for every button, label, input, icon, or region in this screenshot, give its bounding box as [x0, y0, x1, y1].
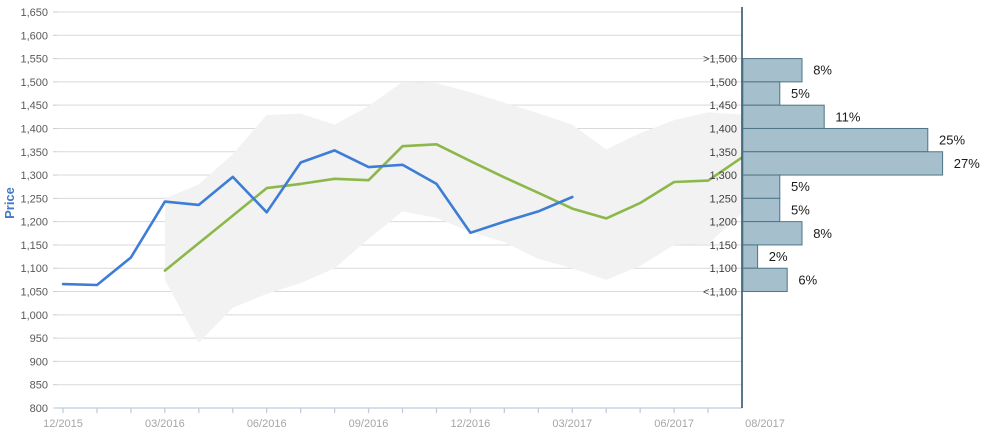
bin-edge-label: 1,450 [709, 100, 737, 112]
histogram-bar [742, 197, 781, 223]
y-tick-label: 1,250 [20, 193, 48, 205]
x-tick-label: 09/2016 [349, 418, 389, 430]
x-tick-label: 03/2016 [145, 418, 185, 430]
bin-edge-label: 1,300 [709, 170, 737, 182]
axis-layer: 1,650 1,600 1,550 1,500 1,450 1,400 1,350 1,300… [20, 7, 784, 430]
y-tick-label: 1,200 [20, 217, 48, 229]
histogram-pct-label: 8% [813, 226, 832, 241]
y-tick-label: 1,650 [20, 7, 48, 19]
histogram-pct-label: 5% [791, 86, 810, 101]
y-tick-label: 800 [30, 403, 48, 415]
histogram-bar [742, 127, 929, 153]
histogram-pct-label: 5% [791, 179, 810, 194]
bin-edge-label: 1,500 [709, 77, 737, 89]
bin-edge-label: <1,100 [703, 287, 737, 299]
confidence-band-layer [164, 81, 742, 343]
y-tick-label: 1,500 [20, 77, 48, 89]
y-tick-label: 1,050 [20, 287, 48, 299]
bin-edge-label: 1,150 [709, 240, 737, 252]
bin-edge-label: >1,500 [703, 54, 737, 66]
histogram-bar [742, 174, 781, 199]
projected-price-line [163, 143, 744, 272]
y-tick-label: 1,600 [20, 30, 48, 42]
x-end-label: 08/2017 [745, 418, 785, 430]
y-axis-title: Price [2, 187, 17, 219]
y-tick-label: 1,450 [20, 100, 48, 112]
histogram-bar [742, 58, 803, 83]
histogram-bar [742, 267, 788, 293]
bin-edge-label: 1,400 [709, 123, 737, 135]
histogram-bar [742, 151, 944, 176]
bin-edge-label: 1,200 [709, 217, 737, 229]
histogram-bar [742, 104, 825, 129]
x-tick-label: 06/2016 [247, 418, 287, 430]
x-tick-label: 06/2017 [654, 418, 694, 430]
historical-price-line [61, 149, 574, 287]
y-tick-label: 1,350 [20, 147, 48, 159]
histogram-bar [742, 244, 759, 269]
histogram-pct-label: 8% [813, 63, 832, 78]
series-layer [61, 143, 744, 287]
y-tick-label: 1,000 [20, 310, 48, 322]
histogram-layer: 8%5%11%25%27%5%5%8%2%6%>1,5001,5001,4501… [703, 7, 980, 408]
x-tick-label: 03/2017 [552, 418, 592, 430]
y-tick-label: 1,400 [20, 123, 48, 135]
forecast-range-band [164, 81, 742, 343]
bin-edge-label: 1,100 [709, 263, 737, 275]
y-tick-label: 1,300 [20, 170, 48, 182]
histogram-bar [742, 81, 781, 106]
histogram-pct-label: 5% [791, 203, 810, 218]
y-tick-label: 950 [30, 333, 48, 345]
histogram-pct-label: 27% [954, 156, 980, 171]
y-tick-label: 1,150 [20, 240, 48, 252]
histogram-pct-label: 6% [798, 272, 817, 287]
x-tick-label: 12/2015 [43, 418, 83, 430]
y-tick-label: 1,550 [20, 54, 48, 66]
histogram-pct-label: 25% [939, 133, 965, 148]
histogram-pct-label: 2% [769, 249, 788, 264]
bin-edge-label: 1,250 [709, 193, 737, 205]
y-tick-label: 850 [30, 380, 48, 392]
y-tick-label: 1,100 [20, 263, 48, 275]
y-tick-label: 900 [30, 356, 48, 368]
bin-edge-label: 1,350 [709, 147, 737, 159]
histogram-pct-label: 11% [835, 109, 860, 124]
histogram-bar [742, 221, 803, 246]
x-tick-label: 12/2016 [451, 418, 491, 430]
